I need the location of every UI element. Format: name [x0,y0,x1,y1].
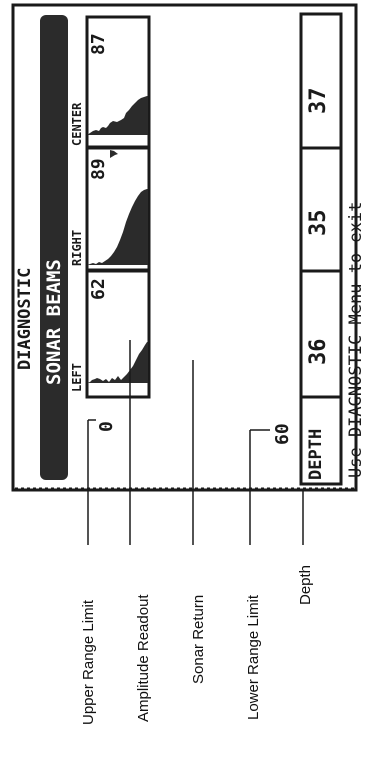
callout-upper-range-limit: Upper Range Limit [80,599,97,725]
lower-range-limit: 60 [272,423,293,445]
upper-range-limit: 0 [96,421,117,432]
depth-panel [299,12,343,486]
amplitude-left: 62 [88,278,109,300]
beam-panel-center [85,15,151,149]
subtitle-band [40,15,68,480]
callout-lower-range-limit: Lower Range Limit [245,594,262,720]
beam-label-right: RIGHT [70,229,84,266]
depth-right: 35 [306,209,331,237]
amplitude-right: 89 [88,158,109,180]
amplitude-center: 87 [88,33,109,55]
callout-amplitude-readout: Amplitude Readout [135,594,152,722]
title-band [15,7,35,485]
beam-label-left: LEFT [70,363,84,392]
sonar-return-right [87,189,148,265]
screen-frame [11,3,358,492]
depth-center: 37 [306,87,331,115]
callout-depth: Depth [297,564,314,605]
screen-title: DIAGNOSTIC [15,267,35,370]
depth-left: 36 [306,338,331,366]
beam-label-center: CENTER [70,102,84,146]
screen-footer: Use DIAGNOSTIC Menu to exit [346,201,366,478]
depth-label: DEPTH [306,428,326,480]
sonar-return-center [87,96,148,135]
sonar-return-left [87,342,148,383]
screen-subtitle: SONAR BEAMS [43,259,65,385]
callout-sonar-return: Sonar Return [190,594,207,684]
sonar-echo-center [110,150,118,158]
